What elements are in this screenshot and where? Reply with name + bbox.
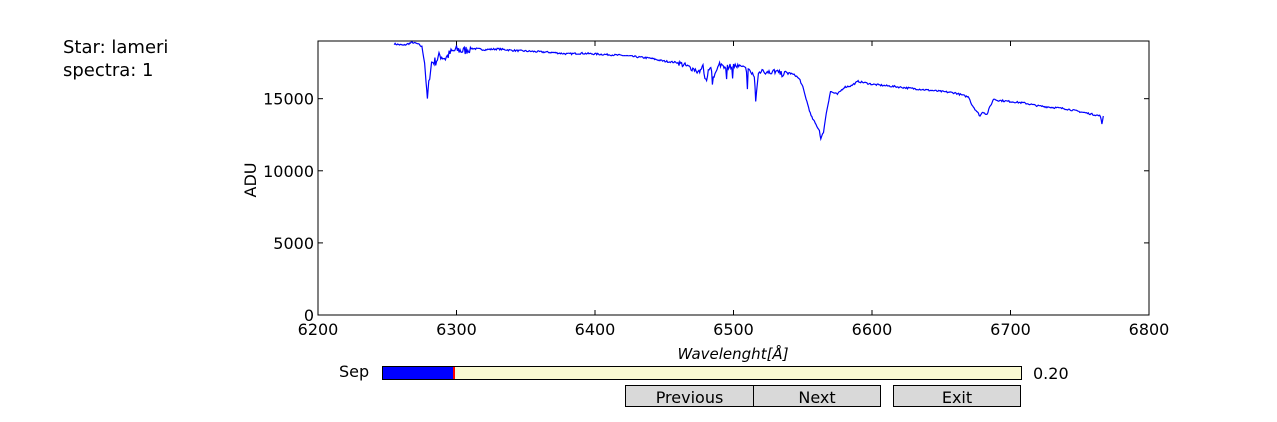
y-tick-label: 10000 <box>263 162 314 181</box>
sep-slider[interactable] <box>382 366 1022 380</box>
spectra-label: spectra: 1 <box>63 60 154 81</box>
info-panel: Star: lameri spectra: 1 <box>63 36 168 82</box>
y-tick-label: 0 <box>304 306 314 325</box>
sep-slider-initial-marker <box>452 367 455 379</box>
x-tick-label: 6800 <box>1129 320 1170 339</box>
y-tick-label: 15000 <box>263 90 314 109</box>
exit-button[interactable]: Exit <box>893 385 1021 407</box>
x-tick-label: 6300 <box>436 320 477 339</box>
sep-slider-value: 0.20 <box>1033 364 1069 383</box>
x-tick-label: 6500 <box>713 320 754 339</box>
previous-button[interactable]: Previous <box>625 385 754 407</box>
spectrum-line <box>393 41 1104 142</box>
x-tick-label: 6400 <box>575 320 616 339</box>
x-axis-label: Wavelenght[Å] <box>677 344 788 363</box>
y-axis-label: ADU <box>241 163 260 198</box>
x-tick-label: 6200 <box>298 320 339 339</box>
sep-slider-fill <box>383 367 454 379</box>
x-axis-ticks: 6200 6300 6400 6500 6600 6700 6800 <box>298 41 1170 339</box>
star-label: Star: lameri <box>63 37 169 58</box>
next-button[interactable]: Next <box>753 385 881 407</box>
sep-slider-label: Sep <box>339 362 370 381</box>
y-axis-ticks: 0 5000 10000 15000 <box>263 90 1149 325</box>
x-tick-label: 6600 <box>852 320 893 339</box>
y-tick-label: 5000 <box>273 234 314 253</box>
x-tick-label: 6700 <box>990 320 1031 339</box>
plot-frame <box>317 40 1150 316</box>
